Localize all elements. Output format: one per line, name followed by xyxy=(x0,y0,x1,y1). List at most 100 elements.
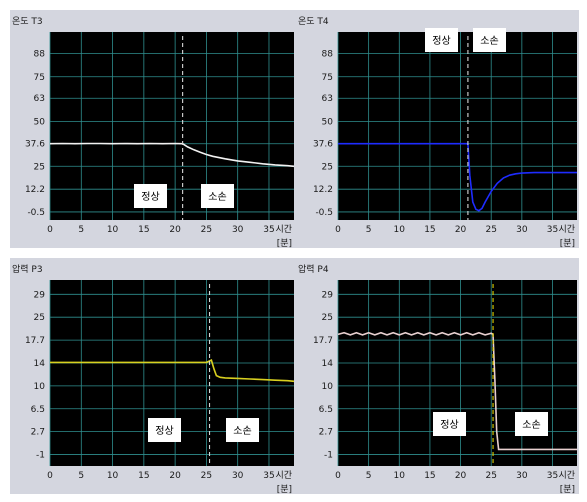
y-tick-label: 50 xyxy=(322,118,334,128)
x-tick-label: 10 xyxy=(107,471,119,481)
y-tick-label: 75 xyxy=(322,73,333,83)
chart-p3: 29 25 17.7 14 10 6.5 2.7 -10 5 10 15 20 25 30 35 압력 P3 시… xyxy=(12,263,295,495)
x-axis-unit: [분] xyxy=(277,238,292,249)
y-tick-label: 17.7 xyxy=(25,336,45,346)
fire-label: 소손 xyxy=(480,35,498,47)
x-tick-label: 5 xyxy=(366,225,372,235)
chart-panel-p4: 29 25 17.7 14 10 6.5 2.7 -1 0 5 10 15 20 25 30 35 압력 P4 시… xyxy=(296,258,579,495)
x-tick-label: 30 xyxy=(232,471,244,481)
normal-label: 정상 xyxy=(141,191,159,203)
normal-label: 정상 xyxy=(440,419,458,431)
x-tick-label: 10 xyxy=(394,471,406,481)
fire-label-box xyxy=(515,412,548,436)
x-tick-label: 20 xyxy=(455,471,467,481)
x-axis-label: 시간 xyxy=(275,224,292,235)
plot-area xyxy=(338,280,577,466)
y-tick-label: 6.5 xyxy=(319,405,333,415)
x-tick-label: 30 xyxy=(516,471,528,481)
y-tick-label: 12.2 xyxy=(313,185,333,195)
normal-label-box xyxy=(425,28,458,52)
x-tick-label: 0 xyxy=(47,225,53,235)
y-tick-label: -0.5 xyxy=(315,208,333,218)
y-tick-label: 25 xyxy=(322,162,333,172)
x-tick-label: 15 xyxy=(138,225,149,235)
x-tick-label: 35 xyxy=(263,471,274,481)
fire-label: 소손 xyxy=(233,425,251,437)
x-tick-label: 15 xyxy=(138,471,149,481)
y-tick-label: 63 xyxy=(34,94,45,104)
x-tick-label: 0 xyxy=(335,471,341,481)
y-axis-label: 압력 P3 xyxy=(12,263,43,275)
plot-area xyxy=(338,32,577,220)
normal-label: 정상 xyxy=(432,35,450,47)
x-axis-unit: [분] xyxy=(560,238,575,249)
normal-label-box xyxy=(433,412,466,436)
chart-panel-p3: 29 25 17.7 14 10 6.5 2.7 -1 0 5 10 15 20 25 30 35 압력 P3 시… xyxy=(10,258,296,495)
fire-label-box xyxy=(201,184,234,208)
x-tick-label: 0 xyxy=(47,471,53,481)
y-axis-label: 온도 T3 xyxy=(12,16,43,27)
x-axis-label: 시간 xyxy=(558,470,575,481)
x-tick-label: 30 xyxy=(516,225,528,235)
y-tick-label: 29 xyxy=(34,290,46,300)
y-tick-label: 50 xyxy=(34,118,46,128)
y-tick-label: 17.7 xyxy=(313,336,333,346)
x-tick-label: 5 xyxy=(78,471,84,481)
x-tick-label: 35 xyxy=(547,471,558,481)
x-tick-label: 25 xyxy=(485,471,496,481)
fire-label-box xyxy=(473,28,506,52)
chart-t3: 88 75 63 50 37.6 25 12.2 -0.50 5 10 15 20 25 30 35 온도 T… xyxy=(12,16,295,249)
x-tick-label: 35 xyxy=(547,225,558,235)
series-line xyxy=(338,142,577,212)
chart-t4: 88 75 63 50 37.6 25 12.2 -0.50 5 10 15 20 25 30 35 온도 T… xyxy=(298,16,577,249)
normal-label-box xyxy=(134,184,167,208)
x-tick-label: 25 xyxy=(201,471,212,481)
y-tick-label: 37.6 xyxy=(313,140,333,150)
y-tick-label: -1 xyxy=(324,451,333,461)
x-tick-label: 25 xyxy=(485,225,496,235)
plot-area xyxy=(50,32,294,220)
x-tick-label: 0 xyxy=(335,225,341,235)
y-tick-label: 6.5 xyxy=(31,405,45,415)
chart-panel-t3: 88 75 63 50 37.6 25 12.2 -0.5 0 5 10 15 20 25 30 35 온도 T… xyxy=(10,10,296,249)
series-line xyxy=(50,358,295,383)
x-tick-label: 10 xyxy=(394,225,406,235)
normal-label: 정상 xyxy=(155,425,173,437)
series-line xyxy=(337,331,577,451)
x-tick-label: 20 xyxy=(455,225,467,235)
chart-panel-t4: 88 75 63 50 37.6 25 12.2 -0.5 0 5 10 15 20 25 30 35 온도 T… xyxy=(296,10,579,249)
y-tick-label: -0.5 xyxy=(27,208,45,218)
fire-label: 소손 xyxy=(522,419,540,431)
x-tick-label: 15 xyxy=(424,471,435,481)
x-tick-label: 30 xyxy=(232,225,244,235)
x-tick-label: 20 xyxy=(169,225,181,235)
y-axis-label: 온도 T4 xyxy=(298,16,329,27)
x-tick-label: 15 xyxy=(424,225,435,235)
fire-label-box xyxy=(226,418,259,442)
y-tick-label: 12.2 xyxy=(25,185,45,195)
x-tick-label: 5 xyxy=(78,225,84,235)
x-axis-label: 시간 xyxy=(275,470,292,481)
x-tick-label: 20 xyxy=(169,471,181,481)
y-tick-label: 37.6 xyxy=(25,140,45,150)
y-tick-label: 29 xyxy=(322,290,334,300)
y-tick-label: 25 xyxy=(34,162,45,172)
y-tick-label: 2.7 xyxy=(319,428,333,438)
y-tick-label: 14 xyxy=(34,359,46,369)
x-axis-label: 시간 xyxy=(558,224,575,235)
y-tick-label: 14 xyxy=(322,359,334,369)
y-tick-label: 25 xyxy=(322,313,333,323)
chart-p4: 29 25 17.7 14 10 6.5 2.7 -10 5 10 15 20 25 30 35 압력 P4 시… xyxy=(298,263,577,495)
y-tick-label: 2.7 xyxy=(31,428,45,438)
y-tick-label: 10 xyxy=(322,382,334,392)
x-tick-label: 35 xyxy=(263,225,274,235)
x-tick-label: 25 xyxy=(201,225,212,235)
x-axis-unit: [분] xyxy=(560,484,575,495)
normal-label-box xyxy=(148,418,181,442)
x-tick-label: 10 xyxy=(107,225,119,235)
fire-label: 소손 xyxy=(208,191,226,203)
y-tick-label: -1 xyxy=(36,451,45,461)
y-tick-label: 10 xyxy=(34,382,46,392)
y-axis-label: 압력 P4 xyxy=(298,263,329,275)
y-tick-label: 63 xyxy=(322,94,333,104)
